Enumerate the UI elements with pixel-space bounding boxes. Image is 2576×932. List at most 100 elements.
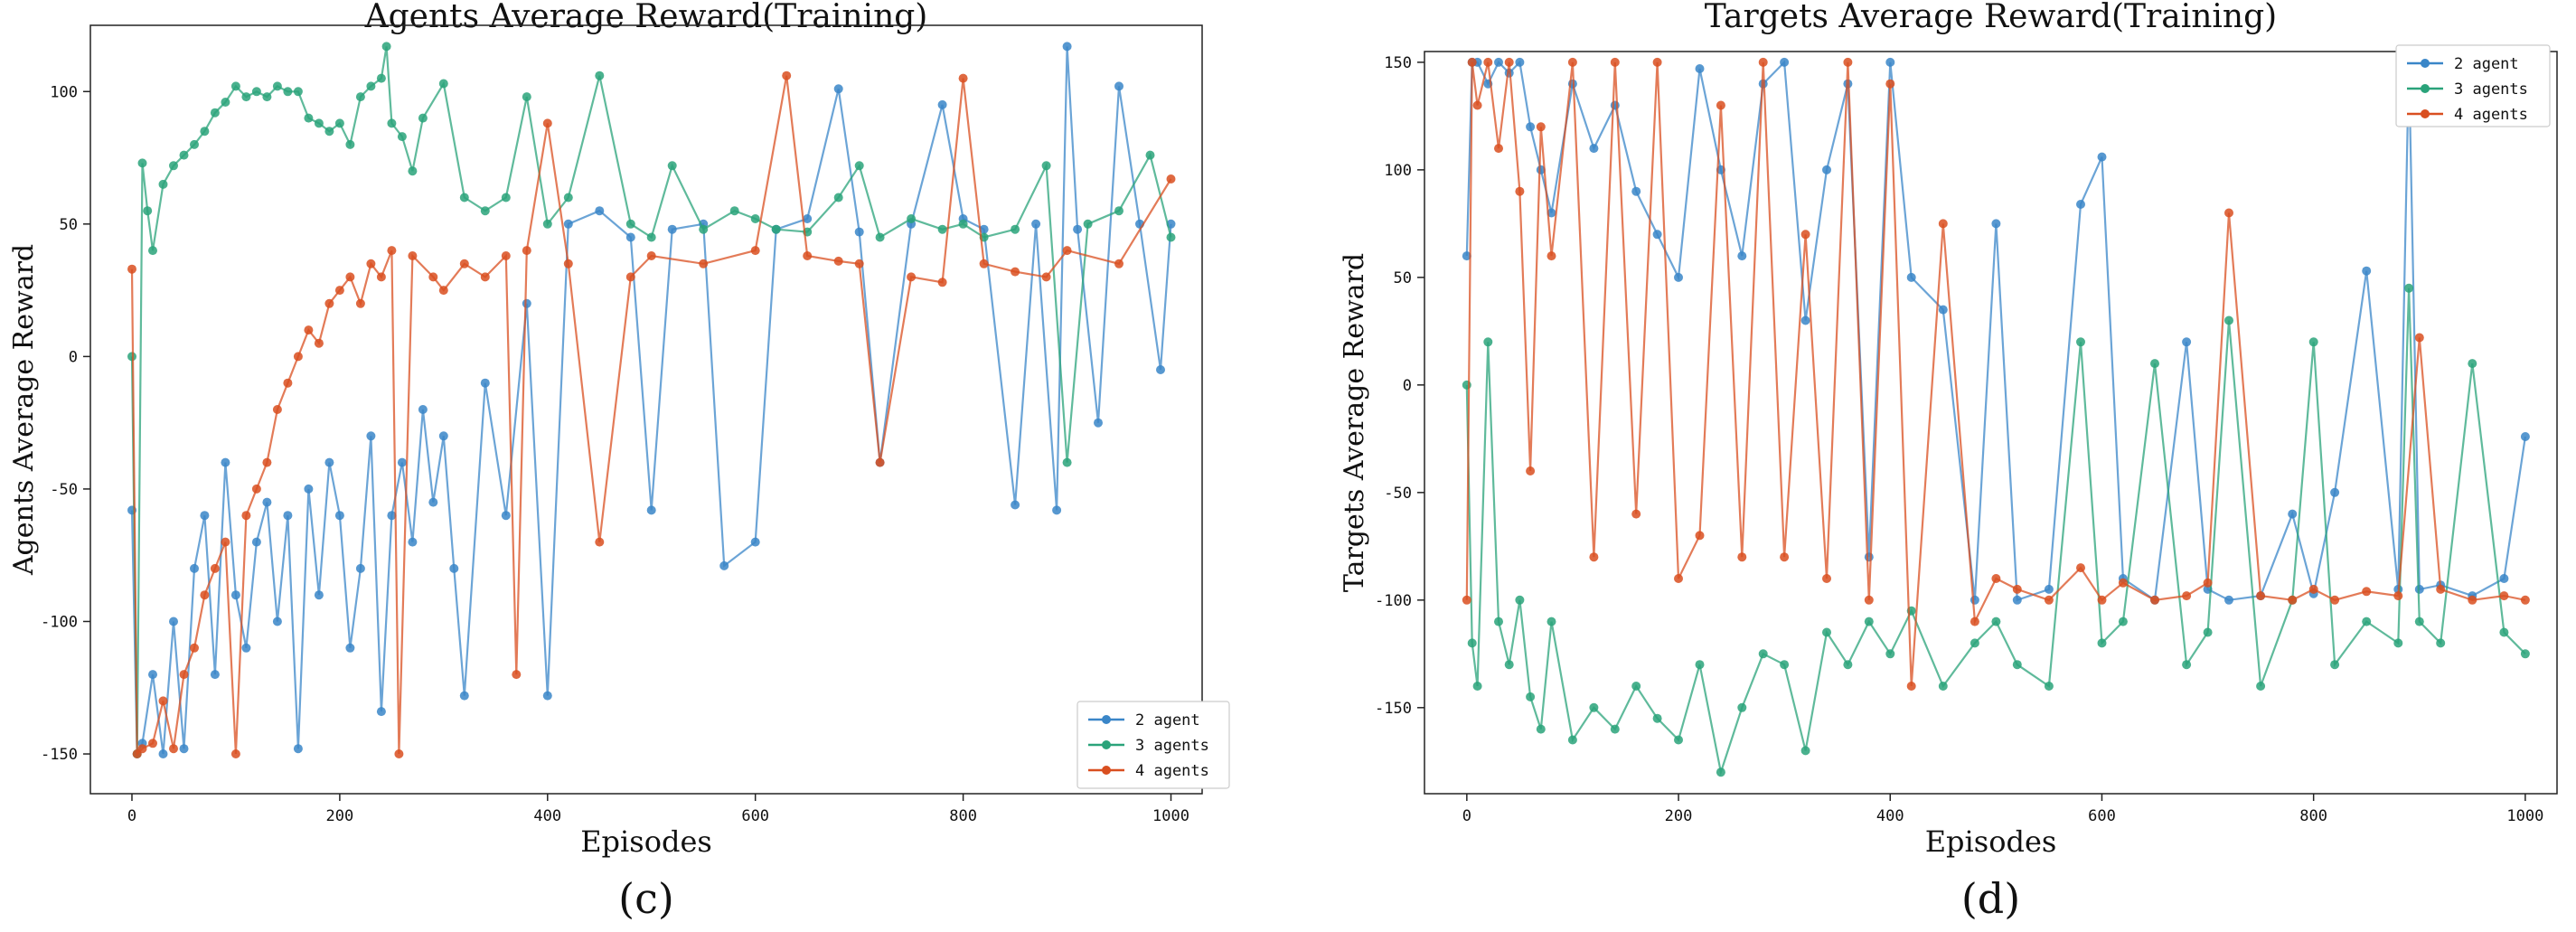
data-point — [833, 84, 843, 94]
data-point — [408, 166, 418, 176]
data-point — [1652, 230, 1662, 240]
data-point — [1166, 174, 1176, 184]
data-point — [2076, 563, 2085, 573]
data-point — [1864, 595, 1874, 605]
data-point — [2330, 487, 2340, 497]
data-point — [293, 87, 303, 97]
data-point — [1610, 100, 1620, 110]
data-point — [324, 127, 334, 137]
data-point — [127, 264, 136, 274]
data-point — [1938, 305, 1948, 315]
data-point — [2076, 337, 2085, 347]
data-point — [833, 256, 843, 266]
data-point — [241, 511, 251, 521]
data-point — [449, 563, 459, 573]
data-point — [2044, 584, 2054, 594]
data-point — [595, 537, 605, 547]
y-tick-label: -100 — [1375, 592, 1412, 610]
data-point — [1674, 574, 1683, 583]
panel-label: (d) — [1961, 874, 2020, 923]
data-point — [334, 286, 344, 296]
data-point — [522, 246, 531, 256]
data-point — [1547, 251, 1556, 261]
data-point — [2414, 617, 2424, 626]
legend-swatch-marker — [1102, 715, 1111, 724]
data-point — [625, 232, 635, 242]
data-point — [1938, 682, 1948, 691]
panel-label: (c) — [618, 874, 674, 923]
data-point — [1062, 457, 1072, 467]
legend-swatch-marker — [2421, 59, 2430, 68]
data-point — [1652, 713, 1662, 723]
data-point — [2288, 595, 2298, 605]
data-point — [854, 161, 864, 171]
data-point — [230, 81, 240, 91]
data-point — [221, 537, 230, 547]
x-tick-label: 1000 — [1152, 807, 1189, 825]
data-point — [345, 643, 355, 653]
y-axis-label: Targets Average Reward — [1339, 253, 1370, 592]
data-point — [438, 79, 448, 89]
data-point — [334, 511, 344, 521]
data-point — [2182, 591, 2192, 601]
data-point — [1991, 617, 2001, 626]
data-point — [366, 81, 376, 91]
data-point — [137, 158, 147, 168]
data-point — [143, 206, 153, 216]
data-point — [1567, 57, 1577, 67]
data-point — [979, 259, 989, 268]
data-point — [262, 92, 272, 102]
data-point — [563, 193, 573, 202]
data-point — [272, 81, 282, 91]
legend-label: 3 agents — [1135, 737, 1209, 755]
data-point — [750, 537, 760, 547]
data-point — [1780, 660, 1790, 670]
data-point — [1610, 724, 1620, 734]
data-point — [2468, 359, 2477, 369]
data-point — [1094, 418, 1103, 428]
data-point — [2362, 266, 2372, 276]
data-point — [169, 617, 178, 626]
data-point — [190, 139, 199, 149]
data-point — [2182, 337, 2192, 347]
data-point — [937, 278, 947, 287]
data-point — [241, 92, 251, 102]
data-point — [179, 744, 189, 754]
data-point — [625, 219, 635, 229]
x-tick-label: 0 — [127, 807, 136, 825]
data-point — [1515, 595, 1525, 605]
data-point — [2012, 660, 2022, 670]
data-point — [1526, 466, 1536, 475]
x-tick-label: 200 — [1665, 807, 1693, 825]
data-point — [699, 224, 709, 234]
data-point — [1991, 219, 2001, 229]
data-point — [1504, 660, 1514, 670]
data-point — [1041, 272, 1051, 282]
series-line — [130, 75, 1172, 757]
data-point — [397, 132, 407, 142]
data-point — [1970, 595, 1979, 605]
data-point — [1567, 735, 1577, 745]
x-tick-label: 0 — [1462, 807, 1471, 825]
data-point — [501, 251, 511, 260]
x-tick-label: 200 — [326, 807, 354, 825]
data-point — [1472, 100, 1482, 110]
data-point — [2076, 200, 2085, 209]
data-point — [387, 246, 397, 256]
data-point — [304, 325, 314, 335]
x-tick-label: 600 — [741, 807, 769, 825]
legend-swatch-marker — [2421, 109, 2430, 118]
data-point — [2150, 595, 2159, 605]
data-point — [542, 691, 552, 701]
legend: 2 agent 3 agents 4 agents — [2395, 44, 2551, 127]
data-point — [283, 511, 293, 521]
data-point — [1885, 649, 1895, 659]
legend-label: 2 agent — [1135, 711, 1200, 730]
data-point — [169, 744, 178, 754]
data-point — [283, 87, 293, 97]
data-point — [1011, 224, 1020, 234]
data-point — [438, 431, 448, 441]
data-point — [314, 590, 324, 600]
data-point — [1462, 595, 1471, 605]
